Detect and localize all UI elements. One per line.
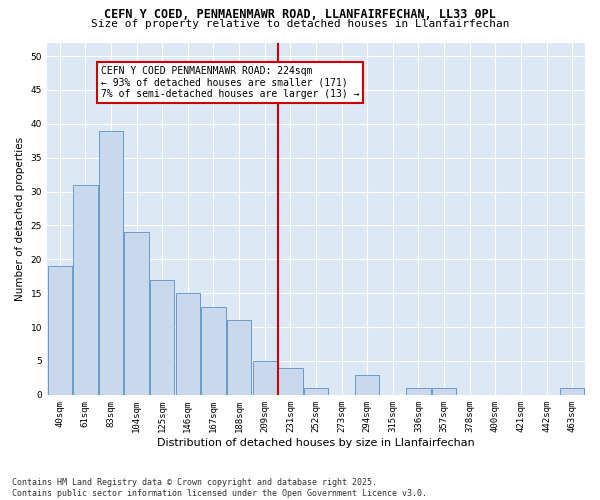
Bar [560, 388, 584, 395]
Bar [253, 361, 277, 395]
Bar [99, 130, 123, 395]
Bar [150, 280, 175, 395]
Text: CEFN Y COED, PENMAENMAWR ROAD, LLANFAIRFECHAN, LL33 0PL: CEFN Y COED, PENMAENMAWR ROAD, LLANFAIRF… [104, 8, 496, 20]
Bar [355, 374, 379, 395]
Bar [201, 306, 226, 395]
Y-axis label: Number of detached properties: Number of detached properties [15, 136, 25, 300]
Bar [227, 320, 251, 395]
Bar [406, 388, 431, 395]
X-axis label: Distribution of detached houses by size in Llanfairfechan: Distribution of detached houses by size … [157, 438, 475, 448]
Bar [124, 232, 149, 395]
Bar [304, 388, 328, 395]
Bar [278, 368, 302, 395]
Bar [47, 266, 72, 395]
Bar [176, 293, 200, 395]
Text: Contains HM Land Registry data © Crown copyright and database right 2025.
Contai: Contains HM Land Registry data © Crown c… [12, 478, 427, 498]
Bar [73, 185, 98, 395]
Text: CEFN Y COED PENMAENMAWR ROAD: 224sqm
← 93% of detached houses are smaller (171)
: CEFN Y COED PENMAENMAWR ROAD: 224sqm ← 9… [101, 66, 359, 100]
Bar [432, 388, 456, 395]
Text: Size of property relative to detached houses in Llanfairfechan: Size of property relative to detached ho… [91, 19, 509, 29]
